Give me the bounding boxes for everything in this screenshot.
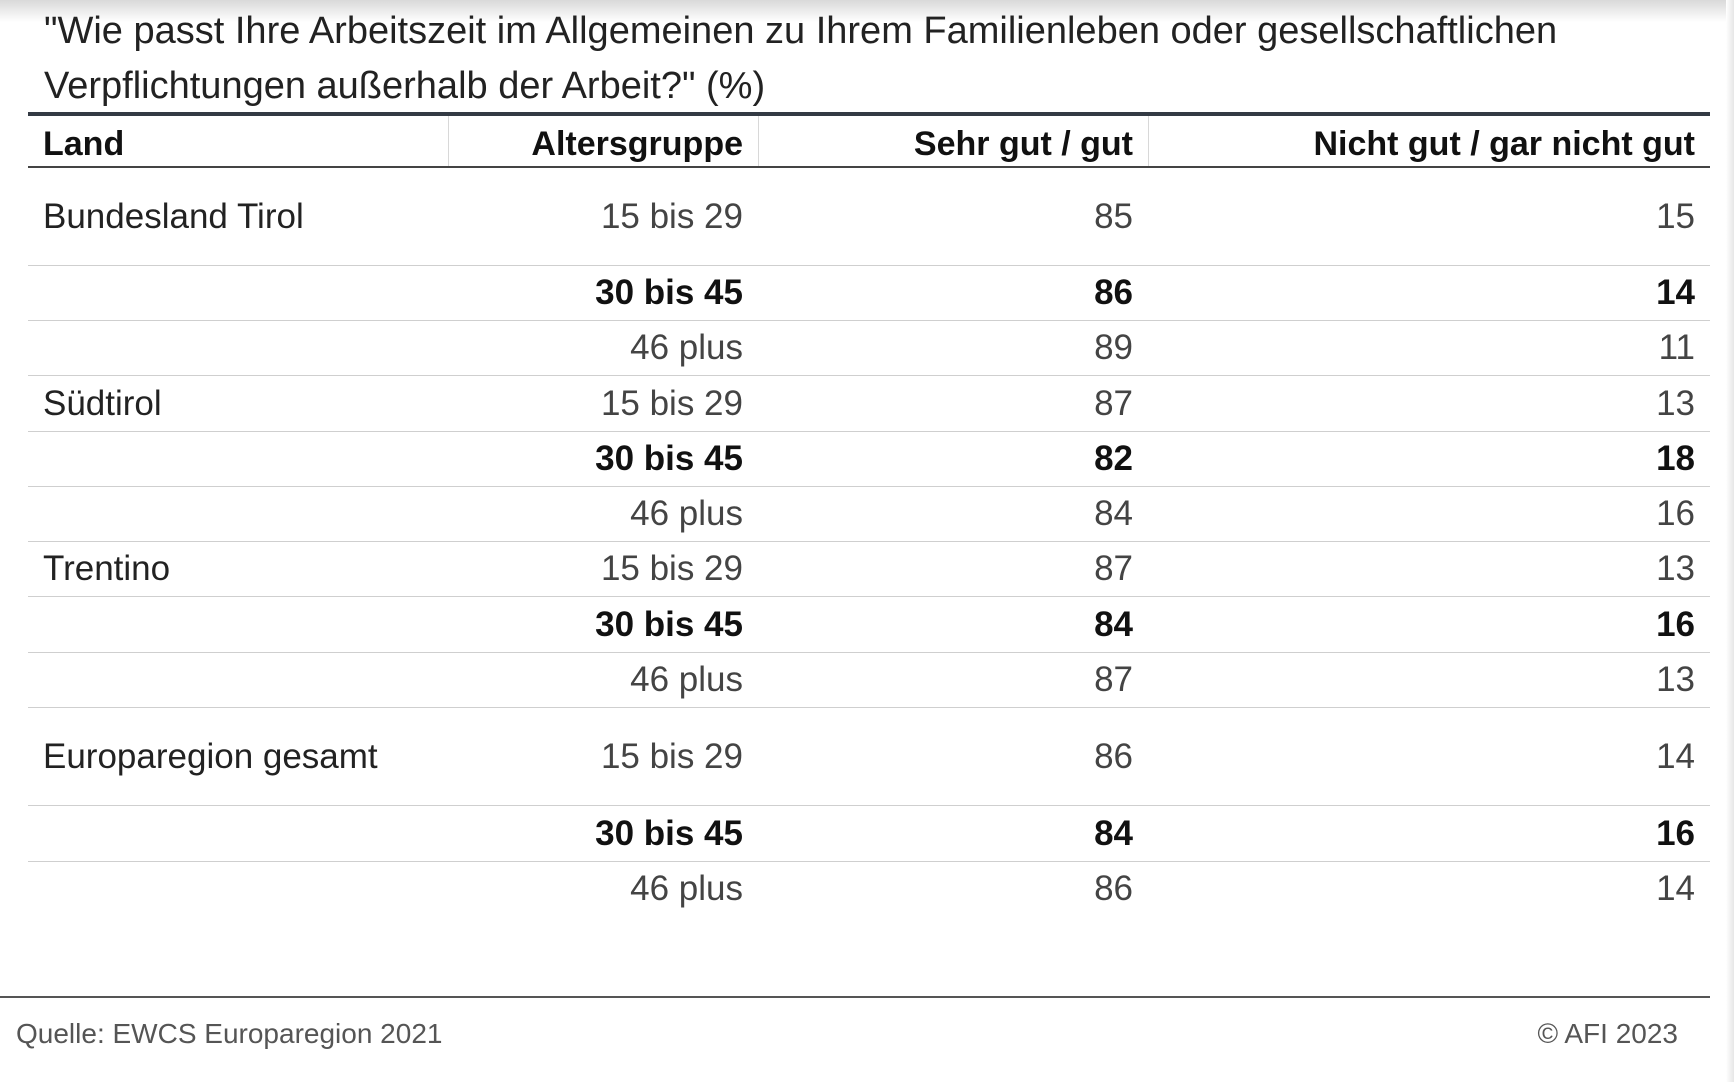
cell-altersgruppe: 15 bis 29 bbox=[600, 549, 743, 588]
cell-nicht-gut: 16 bbox=[1656, 604, 1695, 644]
cell-land bbox=[28, 487, 448, 541]
cell-altersgruppe: 46 plus bbox=[630, 869, 743, 908]
cell-nicht-gut: 11 bbox=[1658, 328, 1695, 367]
cell-sehr-gut-gut: 82 bbox=[1094, 439, 1133, 478]
cell-land: Südtirol bbox=[43, 383, 162, 423]
cell-land: Europaregion gesamt bbox=[43, 736, 378, 776]
cell-nicht-gut: 14 bbox=[1656, 273, 1695, 312]
cell-nicht-gut: 13 bbox=[1656, 383, 1695, 423]
cell-nicht-gut: 13 bbox=[1656, 660, 1695, 699]
cell-nicht-gut: 14 bbox=[1656, 869, 1695, 908]
cell-sehr-gut-gut: 87 bbox=[1094, 383, 1133, 423]
table-row: Bundesland Tirol 15 bis 29 85 15 bbox=[28, 168, 1710, 266]
footer-credit: © AFI 2023 bbox=[1537, 1018, 1679, 1049]
cell-altersgruppe: 46 plus bbox=[630, 328, 743, 367]
cell-nicht-gut: 15 bbox=[1656, 196, 1695, 236]
cell-land bbox=[28, 862, 448, 916]
cell-sehr-gut-gut: 86 bbox=[1094, 736, 1133, 776]
cell-nicht-gut: 16 bbox=[1656, 813, 1695, 853]
cell-sehr-gut-gut: 86 bbox=[1094, 869, 1133, 908]
cell-nicht-gut: 14 bbox=[1656, 736, 1695, 776]
cell-land bbox=[28, 806, 448, 861]
cell-land bbox=[28, 653, 448, 707]
cell-land: Bundesland Tirol bbox=[43, 196, 304, 236]
table-row: 46 plus 84 16 bbox=[28, 487, 1710, 542]
table-row: Südtirol 15 bis 29 87 13 bbox=[28, 376, 1710, 432]
cell-land: Trentino bbox=[43, 549, 171, 588]
cell-altersgruppe: 30 bis 45 bbox=[595, 439, 743, 478]
cell-sehr-gut-gut: 85 bbox=[1094, 196, 1133, 236]
right-edge-shade bbox=[1726, 0, 1734, 1082]
cell-altersgruppe: 46 plus bbox=[630, 660, 743, 699]
table-row: Europaregion gesamt 15 bis 29 86 14 bbox=[28, 708, 1710, 806]
header-land: Land bbox=[43, 125, 125, 163]
table-row: 30 bis 45 84 16 bbox=[28, 806, 1710, 862]
header-altersgruppe: Altersgruppe bbox=[448, 116, 758, 166]
table-row: Trentino 15 bis 29 87 13 bbox=[28, 542, 1710, 597]
cell-sehr-gut-gut: 86 bbox=[1094, 273, 1133, 312]
cell-land bbox=[28, 432, 448, 486]
cell-altersgruppe: 15 bis 29 bbox=[600, 196, 743, 236]
cell-nicht-gut: 13 bbox=[1656, 549, 1695, 588]
cell-altersgruppe: 15 bis 29 bbox=[600, 383, 743, 423]
table-body: Bundesland Tirol 15 bis 29 85 15 30 bis 45 86… bbox=[28, 168, 1710, 916]
table-header: Land Altersgruppe Sehr gut / gut Nicht g… bbox=[28, 116, 1710, 168]
table-row: 46 plus 86 14 bbox=[28, 862, 1710, 916]
header-sehr-gut-gut: Sehr gut / gut bbox=[758, 116, 1148, 166]
cell-sehr-gut-gut: 84 bbox=[1094, 813, 1133, 853]
cell-sehr-gut-gut: 89 bbox=[1094, 328, 1133, 367]
table-row: 30 bis 45 86 14 bbox=[28, 266, 1710, 321]
top-shade bbox=[0, 0, 1734, 22]
cell-altersgruppe: 30 bis 45 bbox=[595, 813, 743, 853]
table-row: 30 bis 45 82 18 bbox=[28, 432, 1710, 487]
cell-sehr-gut-gut: 84 bbox=[1094, 604, 1133, 644]
cell-sehr-gut-gut: 87 bbox=[1094, 549, 1133, 588]
cell-sehr-gut-gut: 87 bbox=[1094, 660, 1133, 699]
cell-nicht-gut: 18 bbox=[1656, 439, 1695, 478]
table-row: 30 bis 45 84 16 bbox=[28, 597, 1710, 653]
table-title: "Wie passt Ihre Arbeitszeit im Allgemein… bbox=[44, 10, 1558, 107]
cell-land bbox=[28, 597, 448, 652]
cell-sehr-gut-gut: 84 bbox=[1094, 494, 1133, 533]
table-row: 46 plus 89 11 bbox=[28, 321, 1710, 376]
cell-altersgruppe: 15 bis 29 bbox=[600, 736, 743, 776]
bottom-rule bbox=[0, 996, 1710, 998]
header-nicht-gut-gar-nicht-gut: Nicht gut / gar nicht gut bbox=[1148, 116, 1710, 166]
cell-altersgruppe: 46 plus bbox=[630, 494, 743, 533]
table-row: 46 plus 87 13 bbox=[28, 653, 1710, 708]
cell-land bbox=[28, 321, 448, 375]
cell-altersgruppe: 30 bis 45 bbox=[595, 273, 743, 312]
title-rule bbox=[28, 112, 1710, 116]
footer-source: Quelle: EWCS Europaregion 2021 bbox=[16, 1018, 443, 1049]
cell-altersgruppe: 30 bis 45 bbox=[595, 604, 743, 644]
cell-land bbox=[28, 266, 448, 320]
cell-nicht-gut: 16 bbox=[1656, 494, 1695, 533]
